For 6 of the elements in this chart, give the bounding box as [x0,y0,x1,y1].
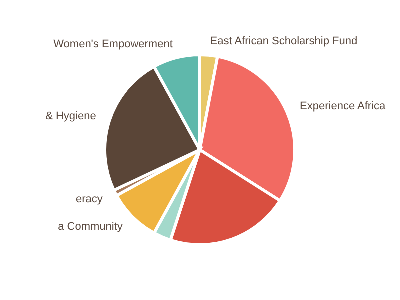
slice-label: & Hygiene [46,110,96,122]
slice-label: eracy [76,193,104,206]
slice-label: Experience Africa [300,100,387,113]
slice-label: a Community [58,221,124,234]
slice-label: East African Scholarship Fund [210,35,358,48]
slice-label: Women's Empowerment [54,38,173,50]
